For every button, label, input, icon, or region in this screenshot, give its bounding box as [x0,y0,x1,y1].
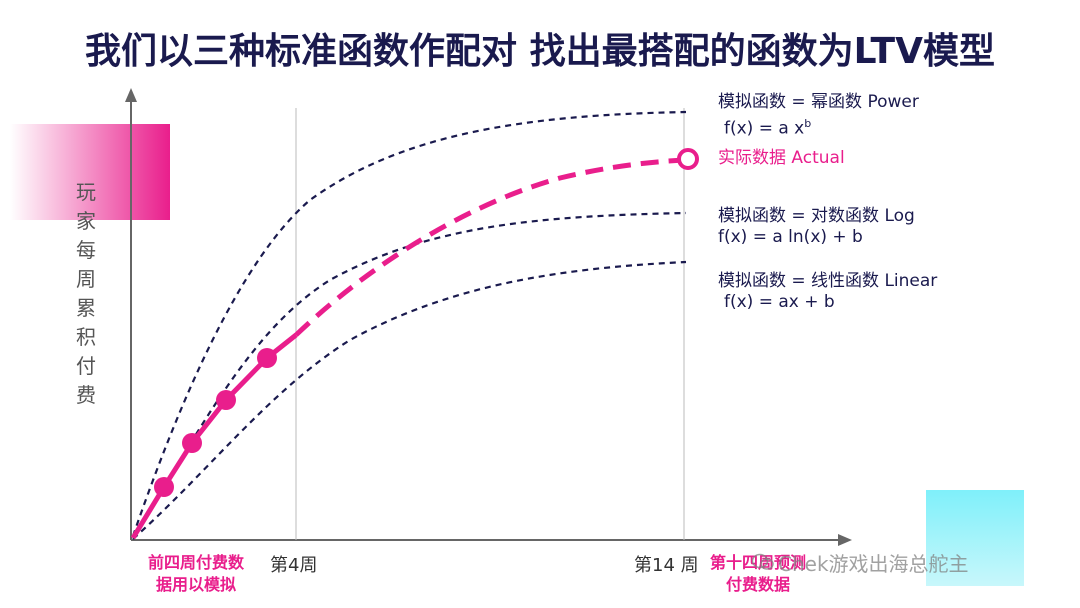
power-curve [131,110,687,537]
note-right-line2: 付费数据 [726,575,791,594]
data-point-week14 [677,148,699,170]
legend-log: 模拟函数 = 对数函数 Log f(x) = a ln(x) + b [718,206,915,248]
watermark-text: Chek游戏出海总舵主 [778,552,969,576]
y-axis-arrow [125,88,137,102]
note-week14-prediction: 第十四周预测 付费数据 [710,552,806,596]
legend-actual-label: 实际数据 Actual [718,148,845,168]
legend-linear-label: 模拟函数 = 线性函数 Linear [718,271,938,291]
page-title: 我们以三种标准函数作配对 找出最搭配的函数为LTV模型 [85,31,995,72]
legend-power-formula: f(x) = a xb [718,113,919,140]
legend-power: 模拟函数 = 幂函数 Power f(x) = a xb [718,92,919,140]
x-tick-week4: 第4周 [270,555,318,576]
decorative-cyan-block [926,490,1024,586]
actual-curve-projection [294,157,685,337]
data-point-week3 [216,390,236,410]
legend-log-label: 模拟函数 = 对数函数 Log [718,206,915,226]
note-left-line1: 前四周付费数 [148,553,245,572]
legend-linear-formula: f(x) = ax + b [724,292,835,312]
legend-power-label: 模拟函数 = 幂函数 Power [718,92,919,112]
power-formula-text: f(x) = a x [724,118,805,139]
legend-actual: 实际数据 Actual [718,148,845,169]
x-axis-arrow [838,534,852,546]
legend-linear: 模拟函数 = 线性函数 Linear f(x) = ax + b [718,271,937,313]
note-right-line1: 第十四周预测 [710,553,807,572]
data-point-week4 [257,348,277,368]
legend-log-formula: f(x) = a ln(x) + b [718,227,863,247]
y-axis-label: 玩家每周累积付费 [76,180,96,407]
wechat-icon [751,552,774,576]
log-curve [132,211,687,539]
x-tick-week14: 第14 周 [634,555,699,576]
decorative-pink-block [10,124,170,220]
note-first-four-weeks: 前四周付费数 据用以模拟 [148,552,244,596]
data-point-week1 [154,477,174,497]
note-left-line2: 据用以模拟 [156,575,237,594]
data-point-week2 [182,433,202,453]
watermark: Chek游戏出海总舵主 [751,548,969,577]
power-formula-exponent: b [804,117,812,130]
linear-curve [132,260,687,540]
